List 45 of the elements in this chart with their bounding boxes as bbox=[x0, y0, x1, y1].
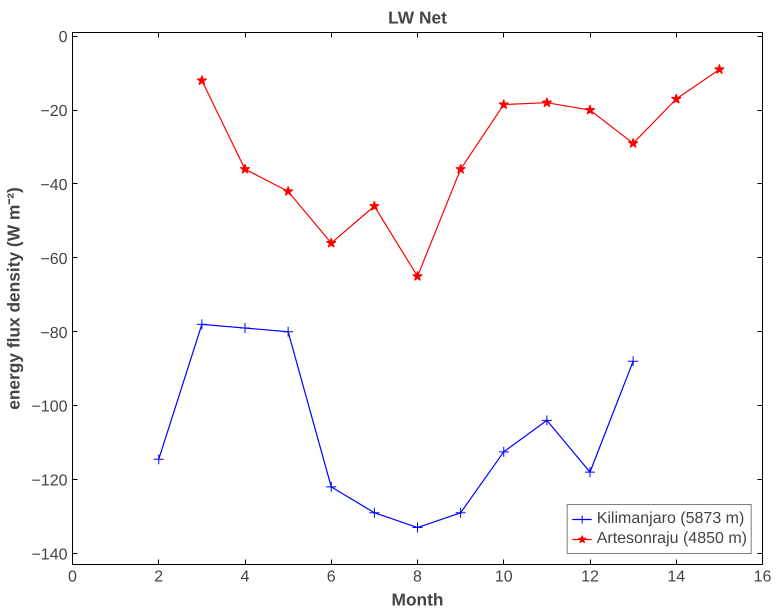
point bbox=[153, 454, 164, 465]
y-tick-label: −20 bbox=[40, 103, 68, 120]
point bbox=[498, 446, 510, 458]
chart-title: LW Net bbox=[388, 8, 448, 28]
point bbox=[369, 200, 380, 211]
y-tick-label: −140 bbox=[31, 546, 68, 564]
y-tick-label: −40 bbox=[40, 176, 68, 194]
y-tick-label: −120 bbox=[31, 472, 68, 490]
legend-label: Artesonraju (4850 m) bbox=[596, 530, 747, 548]
point bbox=[455, 164, 466, 174]
y-tick-label: −80 bbox=[40, 324, 68, 342]
point bbox=[670, 94, 682, 104]
point bbox=[326, 238, 337, 248]
y-tick-label: −60 bbox=[40, 250, 68, 268]
x-tick-label: 2 bbox=[154, 568, 164, 586]
point bbox=[541, 414, 552, 426]
point bbox=[455, 507, 466, 518]
y-axis-title: energy flux density (W m⁻²) bbox=[3, 187, 24, 410]
point bbox=[282, 186, 294, 196]
point bbox=[326, 481, 337, 492]
x-tick-label: 6 bbox=[326, 568, 336, 586]
y-tick-label: −100 bbox=[31, 398, 68, 416]
point bbox=[196, 75, 208, 86]
point bbox=[412, 522, 423, 534]
point bbox=[196, 318, 208, 330]
point bbox=[498, 99, 510, 110]
x-tick-label: 4 bbox=[240, 568, 250, 586]
point bbox=[714, 64, 725, 74]
point bbox=[412, 270, 423, 281]
x-axis-title: Month bbox=[392, 590, 444, 610]
point bbox=[240, 164, 250, 174]
point bbox=[628, 138, 638, 148]
y-tick-label: 0 bbox=[58, 29, 68, 46]
point bbox=[584, 104, 596, 115]
point bbox=[368, 507, 380, 518]
x-tick-label: 10 bbox=[494, 568, 513, 586]
point bbox=[584, 466, 596, 478]
x-tick-label: 16 bbox=[754, 568, 772, 586]
x-tick-label: 8 bbox=[413, 568, 422, 586]
point bbox=[542, 97, 552, 108]
x-tick-label: 14 bbox=[667, 568, 686, 586]
point bbox=[282, 326, 294, 338]
point bbox=[628, 356, 639, 367]
x-tick-label: 12 bbox=[581, 568, 599, 586]
legend-label: Kilimanjaro (5873 m) bbox=[596, 510, 744, 528]
